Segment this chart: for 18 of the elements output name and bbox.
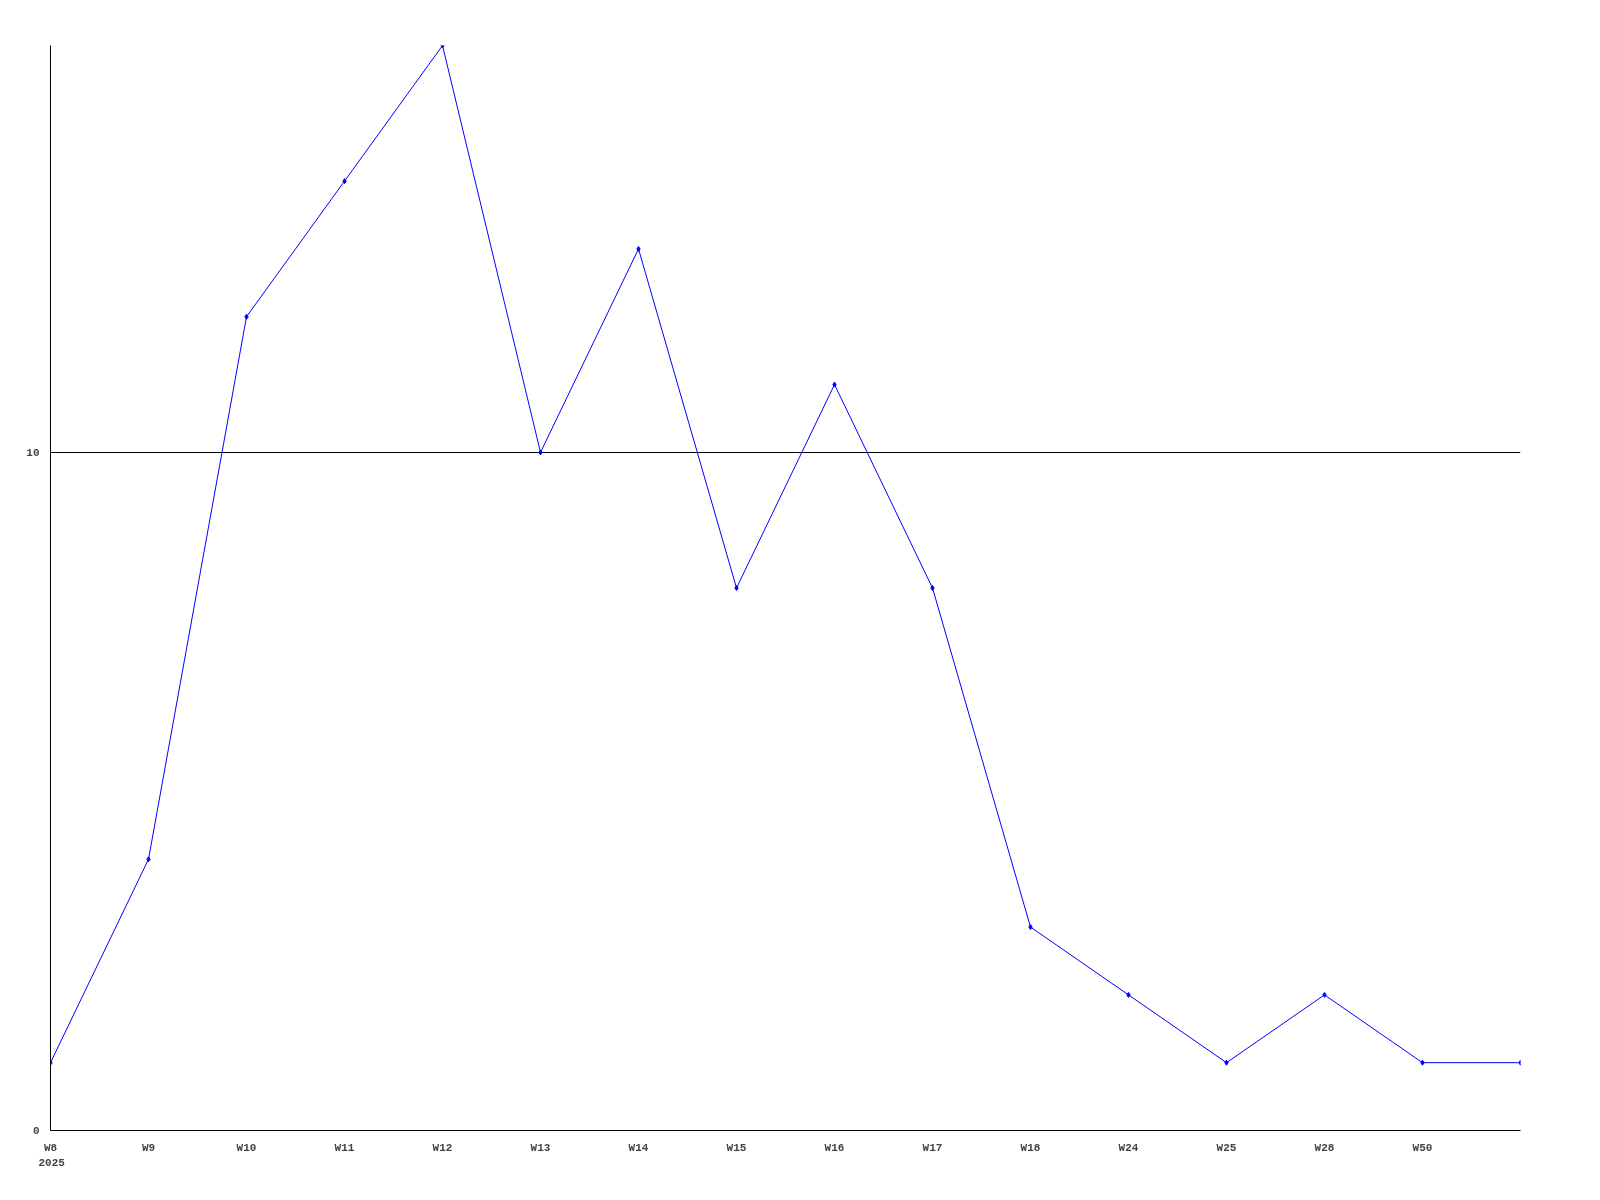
x-tick-label: W16 xyxy=(824,1141,845,1154)
x-tick-label: W15 xyxy=(726,1141,747,1154)
y-tick-label: 10 xyxy=(26,446,40,459)
y-tick-label: 0 xyxy=(32,1125,40,1137)
x-tick-label: W18 xyxy=(1020,1141,1041,1154)
x-tick-label: W10 xyxy=(236,1141,257,1154)
x-tick-label: W9 xyxy=(141,1141,156,1154)
x-tick-label: W17 xyxy=(922,1141,943,1154)
x-tick-label: W13 xyxy=(530,1141,551,1154)
x-tick-label: W50 xyxy=(1412,1141,1433,1154)
x-tick-label: W28 xyxy=(1314,1141,1335,1154)
x-tick-label: W12 xyxy=(432,1141,453,1154)
x-tick-label: W8 xyxy=(43,1141,58,1154)
x-tick-label: W24 xyxy=(1118,1141,1139,1154)
x-tick-label: W14 xyxy=(628,1141,649,1154)
x-tick-label: W25 xyxy=(1216,1141,1237,1154)
x-tick-label: W11 xyxy=(334,1141,355,1154)
text: 2025 xyxy=(38,1156,66,1169)
